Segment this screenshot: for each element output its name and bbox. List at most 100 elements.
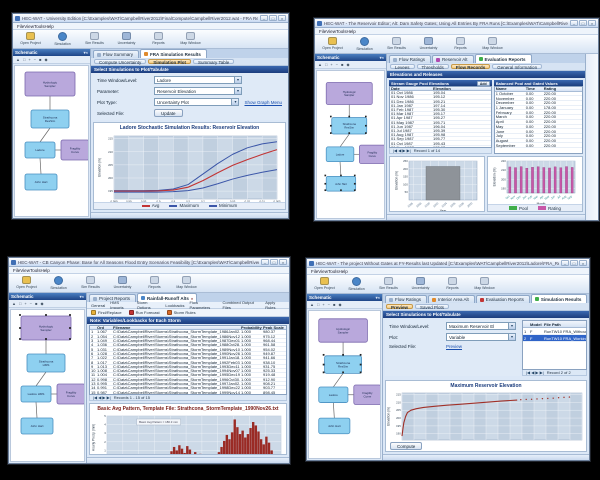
ribbon-menu-item[interactable]: Flow Parameters — [189, 300, 211, 310]
pointer-icon[interactable]: ▲ — [310, 302, 314, 307]
table-row[interactable]: 4 1.036 C:\Data\CampbellRiver\Storms\Strat… — [90, 342, 286, 348]
table-row[interactable]: 2 1.054 C:\Data\CampbellRiver\Storms\Strat… — [90, 334, 286, 339]
table-row[interactable]: 14 0.991 C:\Data\CampbellRiver\Storms\Stra… — [90, 385, 286, 391]
map-icon-tool[interactable]: Map Window — [479, 37, 506, 51]
zoom-in-icon[interactable]: + — [322, 302, 325, 307]
schematic-node[interactable]: John Hart — [20, 417, 54, 435]
table-row[interactable]: February 0.00 220.00 — [494, 110, 582, 116]
menu-item[interactable]: Help — [40, 267, 50, 273]
menu-item[interactable]: File — [17, 23, 25, 29]
node-icon[interactable]: ◆ — [44, 57, 48, 62]
time-window-select[interactable]: Ladore ▾ — [154, 76, 242, 84]
table-row[interactable]: April 0.00 220.00 — [494, 119, 582, 125]
table-row[interactable]: 15 0.987 C:\Data\CampbellRiver\Storms\Stra… — [90, 390, 286, 394]
window-control-button[interactable]: – — [561, 260, 569, 266]
pager-arrow-icon[interactable]: ▶ — [102, 395, 107, 400]
menu-item[interactable]: View — [24, 23, 34, 29]
pin-icon[interactable]: ▾ — [379, 55, 382, 60]
document-tab[interactable]: Flow Ratings — [389, 55, 432, 63]
layers-icon[interactable]: ■ — [35, 301, 38, 306]
menu-item[interactable]: Help — [44, 23, 54, 29]
ribbon-menu-item[interactable]: Storm Options — [136, 300, 151, 310]
collapsed-side-panel[interactable] — [585, 54, 598, 220]
sub-tab[interactable]: Simulation Plot — [148, 59, 192, 65]
table-row[interactable]: 11 1.004 C:\Data\CampbellRiver\Storms\Stra… — [90, 372, 286, 378]
pager-arrow-icon[interactable]: ▶ — [402, 148, 407, 153]
layers-icon[interactable]: ■ — [333, 302, 336, 307]
plot-type-select[interactable]: Uncertainty Plot ▾ — [154, 98, 240, 106]
sub-tab[interactable]: Compute Uncertainty — [94, 59, 147, 65]
schematic-canvas[interactable]: Hydrologic Sampler Strathcona ResSim Ladore F… — [308, 310, 381, 459]
menu-item[interactable]: Tools — [327, 268, 339, 274]
pager-arrow-icon[interactable]: ◀ — [398, 148, 403, 153]
window-control-button[interactable]: × — [579, 260, 587, 266]
sub-tab[interactable]: Levees — [390, 64, 415, 70]
menu-item[interactable]: File — [311, 268, 319, 274]
sub-tab[interactable]: Preview — [386, 304, 414, 310]
table-row[interactable]: 01 Aug 1987 195.98 — [390, 132, 491, 138]
window-control-button[interactable]: □ — [269, 15, 277, 21]
table-row[interactable]: August 0.00 220.00 — [494, 138, 582, 144]
globe-icon-tool[interactable]: Simulation — [45, 276, 72, 290]
menu-item[interactable]: Help — [338, 268, 348, 274]
document-tab[interactable]: Evaluation Reports — [475, 295, 530, 303]
menu-item[interactable]: Tools — [335, 28, 347, 34]
storm-rules-icon-action[interactable]: Storm Rules — [166, 310, 196, 315]
results-icon-tool[interactable]: Sim Results — [383, 37, 410, 51]
select-rect-icon[interactable]: □ — [316, 302, 320, 307]
table-row[interactable]: 01 Feb 1987 195.30 — [390, 107, 491, 113]
document-tab[interactable]: Rainfall-Runoff Alts × — [137, 293, 198, 302]
menu-item[interactable]: View — [326, 28, 336, 34]
ribbon-menu-item[interactable]: Apply Rules — [265, 300, 276, 310]
results-icon-tool[interactable]: Sim Results — [77, 276, 104, 290]
schematic-node[interactable]: Ladore HMS — [20, 385, 52, 403]
document-tab[interactable]: Evaluation Reports — [474, 54, 532, 63]
results-icon-tool[interactable]: Sim Results — [375, 277, 402, 291]
select-rect-icon[interactable]: □ — [22, 57, 26, 62]
find-replace-icon-action[interactable]: Find/Replace — [91, 310, 122, 315]
table-row[interactable]: 12 0.998 C:\Data\CampbellRiver\Storms\Stra… — [90, 377, 286, 382]
select-rect-icon[interactable]: □ — [18, 301, 22, 306]
schematic-node[interactable]: John Hart — [318, 417, 351, 435]
close-icon[interactable]: × — [81, 294, 84, 299]
window-control-button[interactable]: × — [279, 259, 287, 265]
document-tab[interactable]: Interior Area Alt — [428, 295, 475, 303]
ribbon-menu-item[interactable]: HMS Imports — [110, 300, 124, 310]
schematic-canvas[interactable]: Hydrologic Sampler Strathcona ResSim Ladore F… — [316, 70, 385, 219]
zoom-out-icon[interactable]: − — [327, 302, 331, 307]
pager-arrow-icon[interactable]: ◀ — [98, 395, 103, 400]
zoom-out-icon[interactable]: − — [29, 301, 33, 306]
folder-icon-tool[interactable]: Open Project — [13, 276, 40, 290]
pager-arrow-icon[interactable]: ▶| — [406, 148, 411, 153]
pointer-icon[interactable]: ▲ — [16, 57, 20, 62]
zoom-in-icon[interactable]: + — [330, 62, 333, 67]
map-icon-tool[interactable]: Map Window — [173, 276, 200, 290]
table-row[interactable]: 7 1.022 C:\Data\CampbellRiver\Storms\Strat… — [90, 355, 286, 361]
document-tab[interactable]: Simulation Results — [530, 294, 588, 303]
pager-arrow-icon[interactable]: ▶ — [535, 370, 540, 375]
pin-icon[interactable]: ▾ — [375, 295, 378, 300]
zoom-out-icon[interactable]: − — [33, 57, 37, 62]
chart-icon-tool[interactable]: Uncertainty — [109, 276, 136, 290]
pager-arrow-icon[interactable]: ▶| — [539, 370, 544, 375]
zoom-in-icon[interactable]: + — [24, 301, 27, 306]
chart-icon-tool[interactable]: Uncertainty — [113, 32, 140, 46]
ribbon-menu-item[interactable]: General — [91, 302, 106, 308]
pager-arrow-icon[interactable]: ▶| — [106, 395, 111, 400]
globe-icon-tool[interactable]: Simulation — [351, 37, 378, 51]
close-icon[interactable]: × — [85, 50, 88, 55]
pager-arrow-icon[interactable]: |◀ — [526, 370, 532, 375]
globe-icon-tool[interactable]: Simulation — [343, 277, 370, 291]
time-window-select[interactable]: Maximum Reservoir El ▾ — [446, 322, 516, 330]
table-row[interactable]: November 0.00 220.00 — [494, 96, 582, 102]
table-row[interactable]: September 0.00 220.00 — [494, 143, 582, 148]
document-tab[interactable]: Flow Ratings — [385, 295, 428, 303]
menu-item[interactable]: File — [13, 267, 21, 273]
menu-item[interactable]: View — [318, 268, 328, 274]
